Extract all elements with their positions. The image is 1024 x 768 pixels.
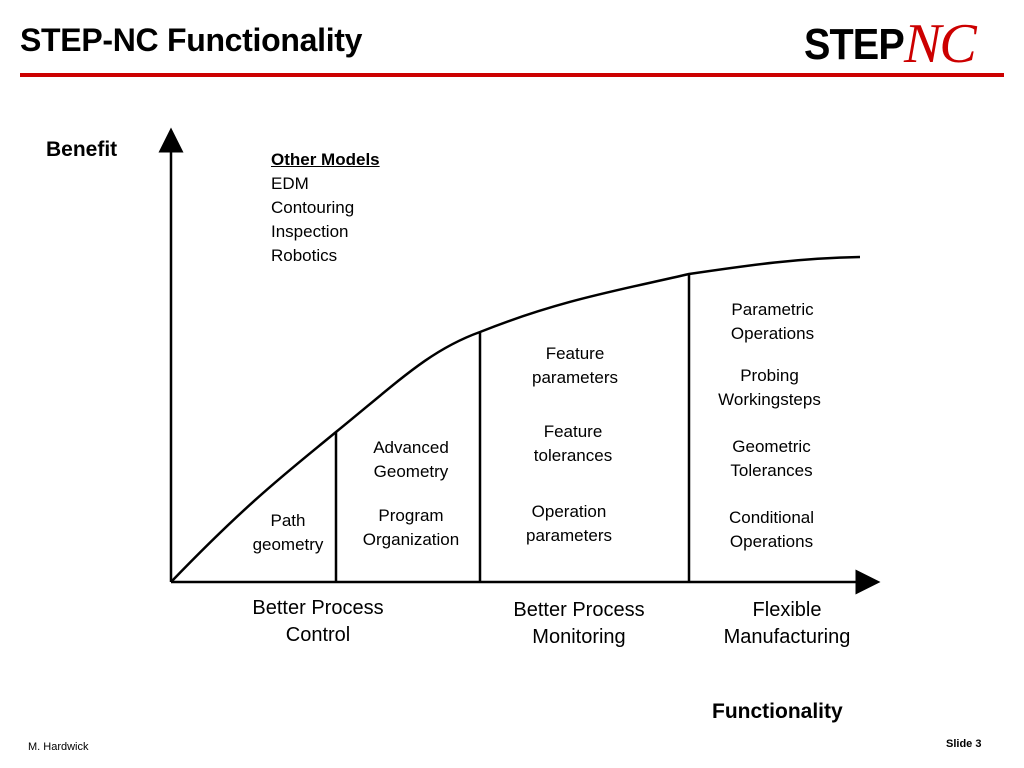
slide-title: STEP-NC Functionality — [20, 22, 363, 58]
other-model-item: Contouring — [271, 198, 355, 217]
category-process-control: Better Process Control — [252, 597, 384, 646]
label-conditional-operations: Conditional Operations — [728, 508, 815, 551]
label-geometric-tolerances: Geometric Tolerances — [730, 437, 813, 480]
label-advanced-geometry: Advanced Geometry — [373, 438, 449, 481]
label-probing-workingsteps: Probing Workingsteps — [718, 366, 821, 409]
title-rule — [20, 73, 1004, 77]
other-model-item: Inspection — [271, 222, 349, 241]
label-path-geometry: Path geometry — [252, 511, 324, 554]
label-operation-parameters: Operation parameters — [526, 502, 612, 545]
label-parametric-operations: Parametric Operations — [730, 300, 815, 343]
label-program-organization: Program Organization — [362, 506, 460, 549]
y-axis-label: Benefit — [46, 138, 118, 161]
logo-step-text: STEP — [804, 20, 905, 69]
other-model-item: EDM — [271, 174, 309, 193]
logo-nc-text: NC — [904, 13, 977, 75]
step-nc-logo: STEP NC — [800, 13, 1000, 75]
x-axis-label: Functionality — [712, 700, 843, 723]
category-process-monitoring: Better Process Monitoring — [513, 599, 645, 648]
other-model-item: Robotics — [271, 246, 338, 265]
label-feature-tolerances: Feature tolerances — [533, 422, 613, 465]
category-flexible-manufacturing: Flexible Manufacturing — [723, 599, 851, 648]
footer-slide-number: Slide 3 — [946, 738, 982, 750]
label-feature-parameters: Feature parameters — [532, 344, 618, 387]
other-models-list: Other Models EDM Contouring Inspection R… — [271, 148, 380, 268]
footer-author: M. Hardwick — [28, 741, 89, 753]
other-models-heading: Other Models — [271, 150, 380, 169]
